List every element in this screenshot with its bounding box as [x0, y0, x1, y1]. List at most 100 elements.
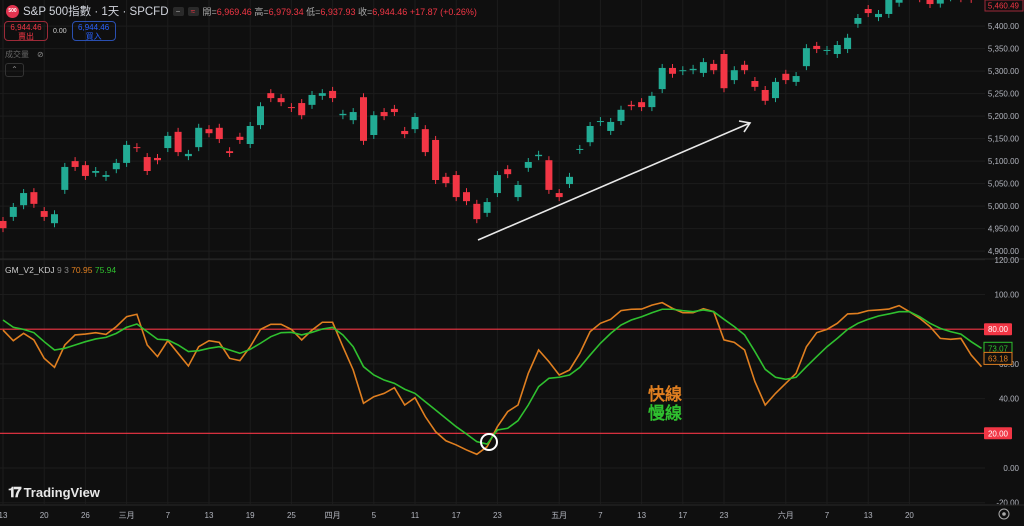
slow-last-label: 73.07 — [988, 344, 1009, 353]
candle-body — [133, 147, 141, 149]
indicator-levels — [0, 328, 985, 434]
indicator-tick-label: 100.00 — [995, 291, 1020, 300]
candle-body — [627, 104, 635, 107]
price-tick-label: 5,050.00 — [988, 180, 1020, 189]
buy-button[interactable]: 6,944.46 買入 — [71, 21, 116, 41]
candle-body — [545, 160, 553, 190]
candle-body — [411, 117, 419, 130]
trend-arrow-head — [738, 120, 752, 133]
settings-icon[interactable] — [998, 508, 1010, 520]
fast-last-label-box — [983, 351, 1013, 365]
price-tick-label: 5,400.00 — [988, 22, 1020, 31]
x-tick-label: 25 — [287, 511, 296, 520]
x-tick-label: 26 — [81, 511, 90, 520]
candle-body — [535, 154, 543, 157]
x-tick-label: 19 — [246, 511, 255, 520]
x-tick-label: 五月 — [551, 511, 567, 520]
candle-body — [638, 102, 646, 108]
x-tick-label: 11 — [411, 511, 420, 520]
indicator-lines — [2, 301, 983, 456]
candle-body — [607, 121, 615, 131]
candle-body — [823, 49, 831, 51]
candle-body — [329, 90, 337, 99]
x-tick-label: 17 — [678, 511, 687, 520]
sell-button[interactable]: 6,944.46 賣出 — [4, 21, 48, 41]
indicator-legend: GM_V2_KDJ 9 3 70.95 75.94 — [5, 265, 116, 275]
candle-body — [257, 106, 264, 126]
candle-body — [833, 45, 841, 54]
line-annotation: 快線 慢線 — [648, 385, 682, 423]
candle-body — [318, 93, 326, 96]
candle-body — [154, 157, 161, 161]
x-tick-label: 13 — [0, 511, 8, 520]
candle-body — [9, 207, 17, 217]
crossover-circle — [480, 433, 498, 451]
x-tick-label: 三月 — [119, 511, 135, 520]
volume-label: 成交量 — [5, 50, 29, 59]
candle-body — [720, 54, 728, 89]
indicator-name: GM_V2_KDJ — [5, 265, 55, 275]
candle-body — [813, 45, 821, 50]
candle-body — [710, 63, 718, 71]
candle-body — [586, 126, 594, 143]
price-tick-label: 5,350.00 — [988, 45, 1020, 54]
candle-body — [277, 98, 285, 103]
trend-arrow-line[interactable] — [477, 122, 751, 241]
candle-body — [699, 62, 707, 73]
tradingview-logo[interactable]: 𝟏𝟕 TradingView — [8, 484, 100, 501]
x-tick-label: 13 — [864, 511, 873, 520]
candle-body — [421, 129, 429, 153]
candle-body — [514, 184, 522, 198]
collapse-legend-button[interactable]: ⌃ — [5, 63, 24, 77]
candle-body — [741, 64, 749, 71]
candle-body — [854, 18, 862, 24]
candle-body — [493, 175, 501, 194]
compare-icon[interactable]: ≈ — [187, 6, 199, 16]
fast-line — [2, 301, 983, 456]
symbol-title[interactable]: S&P 500指數 · 1天 · SPCFD — [23, 6, 169, 18]
level-label-box — [984, 427, 1012, 440]
last-price-label: 5,460.49 — [988, 2, 1020, 11]
x-tick-label: 20 — [905, 511, 914, 520]
candle-body — [0, 220, 7, 229]
candle-body — [20, 193, 28, 206]
eye-hidden-icon[interactable]: ⊘ — [37, 50, 44, 59]
candle-body — [875, 13, 882, 18]
candle-body — [81, 165, 89, 176]
candle-body — [802, 48, 810, 67]
candle-body — [566, 176, 573, 185]
indicator-k-value: 70.95 — [71, 265, 93, 275]
candle-body — [864, 9, 872, 14]
candle-body — [112, 162, 120, 170]
fast-last-label: 63.18 — [988, 354, 1009, 363]
candle-body — [524, 162, 532, 168]
candle-body — [71, 161, 79, 167]
candle-body — [689, 68, 697, 71]
candle-body — [926, 0, 934, 5]
candle-body — [287, 107, 295, 109]
candle-body — [792, 76, 800, 82]
candle-body — [308, 94, 316, 105]
candle-body — [298, 103, 306, 116]
candle-body — [730, 70, 738, 81]
candles — [0, 0, 972, 233]
x-tick-label: 7 — [166, 511, 171, 520]
candle-body — [452, 175, 460, 198]
minimize-icon[interactable]: − — [172, 6, 184, 16]
ohlc-values: 開=6,969.46 高=6,979.34 低=6,937.93 收=6,944… — [202, 6, 477, 17]
x-tick-label: 17 — [452, 511, 461, 520]
candle-body — [483, 202, 491, 213]
candle-body — [401, 130, 409, 135]
x-tick-label: 四月 — [325, 511, 341, 520]
indicator-params: 9 3 — [56, 265, 69, 275]
price-tick-label: 5,000.00 — [988, 202, 1020, 211]
candle-body — [936, 0, 944, 4]
candle-body — [164, 135, 172, 149]
candle-body — [761, 90, 769, 101]
candle-body — [782, 73, 790, 81]
trade-panel: 6,944.46 賣出 0.00 6,944.46 買入 — [4, 21, 116, 41]
tv-logo-icon: 𝟏𝟕 — [8, 484, 22, 500]
x-tick-label: 5 — [372, 511, 377, 520]
